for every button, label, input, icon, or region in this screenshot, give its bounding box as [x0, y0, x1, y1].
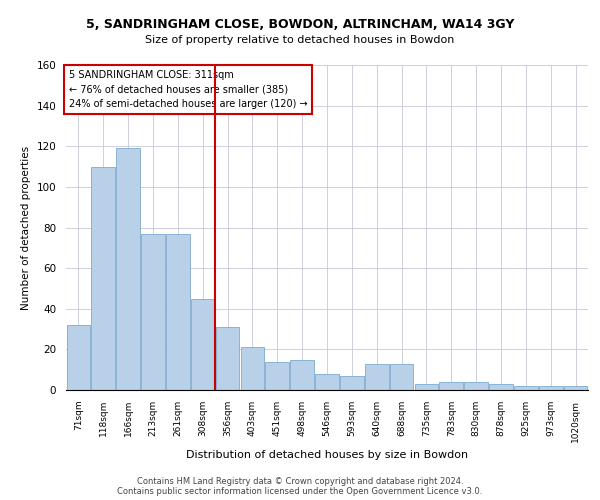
Bar: [290, 360, 314, 390]
Bar: [564, 386, 587, 390]
Bar: [489, 384, 513, 390]
Bar: [514, 386, 538, 390]
Text: Size of property relative to detached houses in Bowdon: Size of property relative to detached ho…: [145, 35, 455, 45]
Bar: [340, 376, 364, 390]
Bar: [365, 364, 389, 390]
Bar: [439, 382, 463, 390]
X-axis label: Distribution of detached houses by size in Bowdon: Distribution of detached houses by size …: [186, 450, 468, 460]
Text: 5 SANDRINGHAM CLOSE: 311sqm
← 76% of detached houses are smaller (385)
24% of se: 5 SANDRINGHAM CLOSE: 311sqm ← 76% of det…: [68, 70, 307, 110]
Bar: [241, 348, 264, 390]
Bar: [67, 325, 90, 390]
Text: Contains HM Land Registry data © Crown copyright and database right 2024.: Contains HM Land Registry data © Crown c…: [137, 477, 463, 486]
Bar: [415, 384, 438, 390]
Bar: [464, 382, 488, 390]
Text: Contains public sector information licensed under the Open Government Licence v3: Contains public sector information licen…: [118, 487, 482, 496]
Bar: [141, 234, 165, 390]
Bar: [166, 234, 190, 390]
Bar: [265, 362, 289, 390]
Bar: [91, 166, 115, 390]
Bar: [116, 148, 140, 390]
Bar: [539, 386, 563, 390]
Bar: [216, 327, 239, 390]
Bar: [191, 298, 215, 390]
Text: 5, SANDRINGHAM CLOSE, BOWDON, ALTRINCHAM, WA14 3GY: 5, SANDRINGHAM CLOSE, BOWDON, ALTRINCHAM…: [86, 18, 514, 30]
Y-axis label: Number of detached properties: Number of detached properties: [21, 146, 31, 310]
Bar: [390, 364, 413, 390]
Bar: [315, 374, 339, 390]
